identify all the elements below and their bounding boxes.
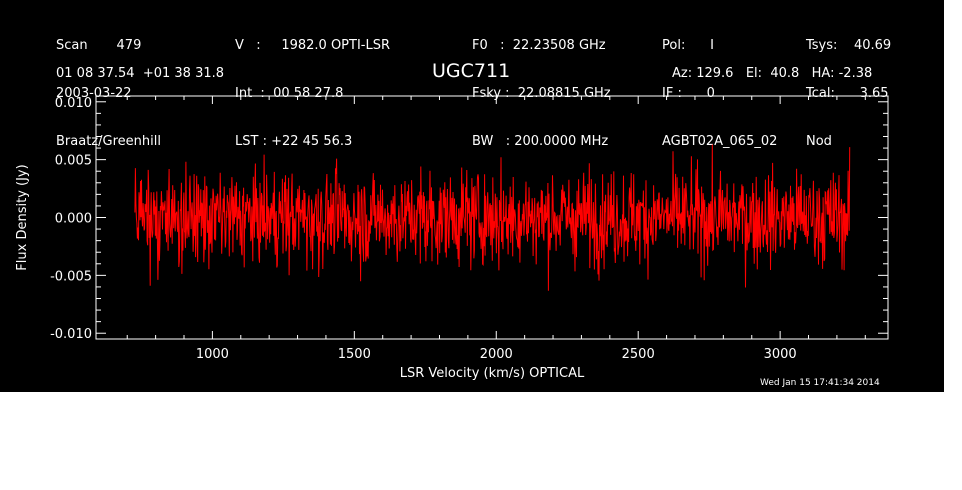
tsys-label: Tsys: 40.69 [806, 38, 892, 53]
y-tick-label: 0.000 [55, 212, 92, 227]
x-tick-label: 1500 [338, 347, 371, 362]
velocity-label: V : 1982.0 OPTI-LSR [235, 38, 391, 53]
tcal-label: Tcal: 3.65 [806, 86, 889, 101]
pol-label: Pol: I [662, 38, 714, 53]
date-label: 2003-03-22 [56, 86, 132, 101]
scan-label: Scan 479 [56, 38, 142, 53]
fsky-label: Fsky : 22.08815 GHz [472, 86, 611, 101]
y-tick-label: -0.005 [50, 269, 92, 284]
header-col2: V : 1982.0 OPTI-LSR Int : 00 58 27.8 LST… [235, 6, 390, 166]
pointing-label: Az: 129.6 El: 40.8 HA: -2.38 [672, 66, 873, 81]
x-axis-label: LSR Velocity (km/s) OPTICAL [400, 366, 585, 381]
header-col1: Scan 479 2003-03-22 Braatz/Greenhill [56, 6, 161, 166]
lst-label: LST : +22 45 56.3 [235, 134, 353, 149]
header-col5: Tsys: 40.69 Tcal: 3.65 Nod [806, 6, 891, 166]
x-tick-label: 2000 [480, 347, 513, 362]
x-tick-label: 3000 [764, 347, 797, 362]
header-col3: F0 : 22.23508 GHz Fsky : 22.08815 GHz BW… [472, 6, 611, 166]
nod-label: Nod [806, 134, 832, 149]
integration-label: Int : 00 58 27.8 [235, 86, 344, 101]
bandwidth-label: BW : 200.0000 MHz [472, 134, 609, 149]
spectrum-trace [134, 144, 851, 291]
y-tick-label: 0.005 [55, 154, 92, 169]
f0-label: F0 : 22.23508 GHz [472, 38, 606, 53]
observer-label: Braatz/Greenhill [56, 134, 161, 149]
coords-label: 01 08 37.54 +01 38 31.8 [56, 66, 225, 81]
timestamp: Wed Jan 15 17:41:34 2014 [760, 378, 880, 388]
project-label: AGBT02A_065_02 [662, 134, 778, 149]
header-col4: Pol: I IF : 0 AGBT02A_065_02 [662, 6, 777, 166]
x-tick-label: 1000 [196, 347, 229, 362]
y-tick-label: 0.010 [55, 96, 92, 111]
if-label: IF : 0 [662, 86, 715, 101]
y-tick-label: -0.010 [50, 327, 92, 342]
x-tick-label: 2500 [622, 347, 655, 362]
chart-title: UGC711 [432, 60, 511, 82]
y-axis-label: Flux Density (Jy) [15, 164, 30, 270]
